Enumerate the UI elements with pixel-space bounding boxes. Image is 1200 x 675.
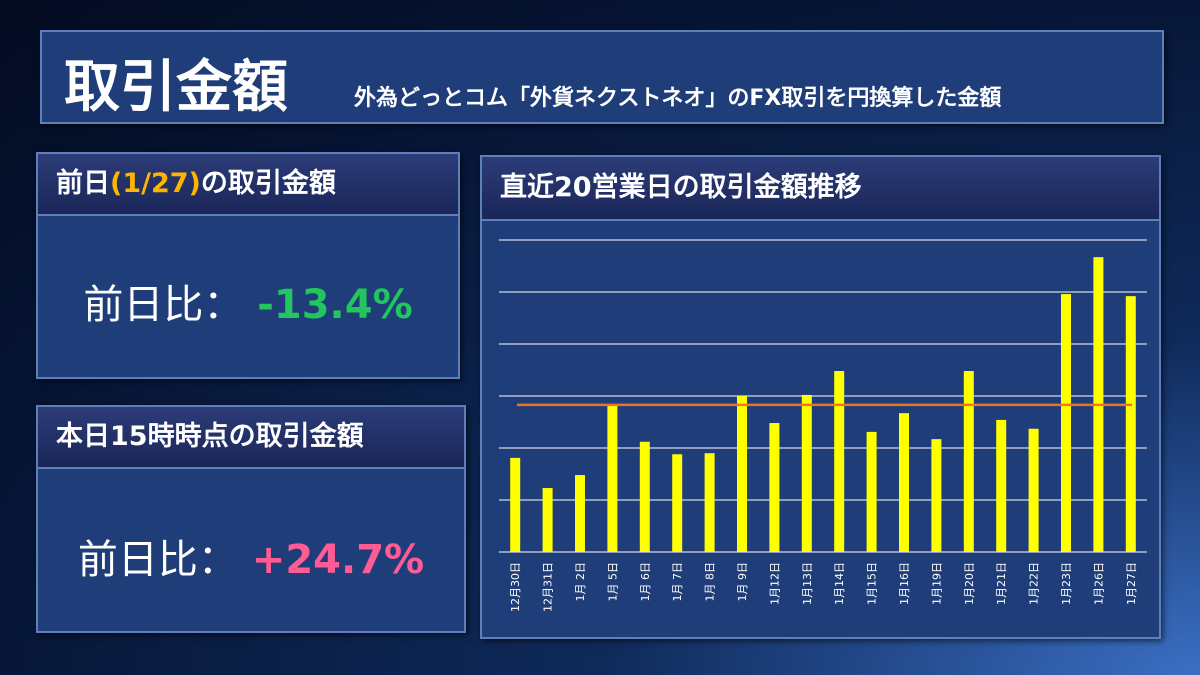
x-tick-label: 1月15日 — [866, 562, 879, 605]
value: -13.4% — [257, 282, 413, 328]
panel: 前日(1/27)の取引金額 前日比： -13.4% — [36, 152, 460, 379]
x-tick-label: 1月 2日 — [574, 562, 587, 602]
x-tick-label: 1月27日 — [1125, 562, 1138, 605]
x-tick-label: 1月19日 — [930, 562, 943, 605]
bar — [672, 454, 683, 552]
bar — [639, 441, 650, 552]
x-tick-label: 1月 9日 — [736, 562, 749, 602]
bar — [1061, 294, 1071, 552]
x-tick-label: 1月22日 — [1028, 562, 1041, 605]
bar — [899, 413, 909, 552]
text: 本日15時時点の取引金額 — [56, 421, 364, 452]
label: 前日比： — [77, 537, 238, 583]
bar — [996, 419, 1007, 552]
x-tick-label: 12月30日 — [509, 562, 522, 612]
panel-title: 前日(1/27)の取引金額 — [38, 154, 458, 216]
chart-panel: 直近20営業日の取引金額推移 12月30日 12月31日 1月 2日 1月 5日 1月 … — [480, 155, 1161, 639]
panel-title: 本日15時時点の取引金額 — [38, 407, 464, 469]
bar — [931, 439, 942, 552]
bar — [1125, 296, 1136, 552]
header: 取引金額 外為どっとコム「外貨ネクストネオ」のFX取引を円換算した金額 — [40, 30, 1164, 124]
x-tick-label: 1月 5日 — [606, 562, 619, 602]
text: 前日 — [56, 168, 110, 199]
x-tick-label: 1月21日 — [995, 562, 1008, 605]
bar — [542, 488, 553, 552]
value: +24.7% — [251, 537, 425, 583]
chart-title: 直近20営業日の取引金額推移 — [482, 157, 1159, 221]
text: (1/27) — [110, 168, 201, 199]
bar — [704, 453, 715, 552]
x-tick-label: 1月12日 — [768, 562, 781, 605]
bar — [834, 371, 845, 552]
header-title: 取引金額 — [64, 55, 288, 120]
bar — [963, 371, 974, 552]
x-tick-label: 1月 6日 — [639, 562, 652, 602]
panel: 本日15時時点の取引金額 前日比： +24.7% — [36, 405, 466, 633]
x-tick-label: 1月 7日 — [671, 562, 684, 602]
x-tick-label: 1月13日 — [801, 562, 814, 605]
bar — [510, 457, 521, 552]
label: 前日比： — [83, 282, 244, 328]
bar — [1028, 428, 1039, 552]
header-subtitle: 外為どっとコム「外貨ネクストネオ」のFX取引を円換算した金額 — [354, 86, 1002, 111]
x-tick-label: 1月23日 — [1060, 562, 1073, 605]
bar — [575, 475, 585, 552]
bar — [769, 423, 780, 552]
x-tick-label: 12月31日 — [542, 562, 555, 612]
x-tick-label: 1月 8日 — [704, 562, 717, 602]
bar — [737, 396, 747, 552]
x-tick-label: 1月16日 — [898, 562, 911, 605]
bar — [866, 431, 877, 552]
text: の取引金額 — [200, 168, 336, 199]
x-tick-label: 1月14日 — [833, 562, 846, 605]
bar — [801, 394, 812, 552]
x-tick-label: 1月20日 — [963, 562, 976, 605]
chart: 12月30日 12月31日 1月 2日 1月 5日 1月 6日 1月 7日 1月 8日 1月 … — [499, 239, 1147, 612]
bar — [607, 405, 618, 552]
x-tick-label: 1月26日 — [1092, 562, 1105, 605]
